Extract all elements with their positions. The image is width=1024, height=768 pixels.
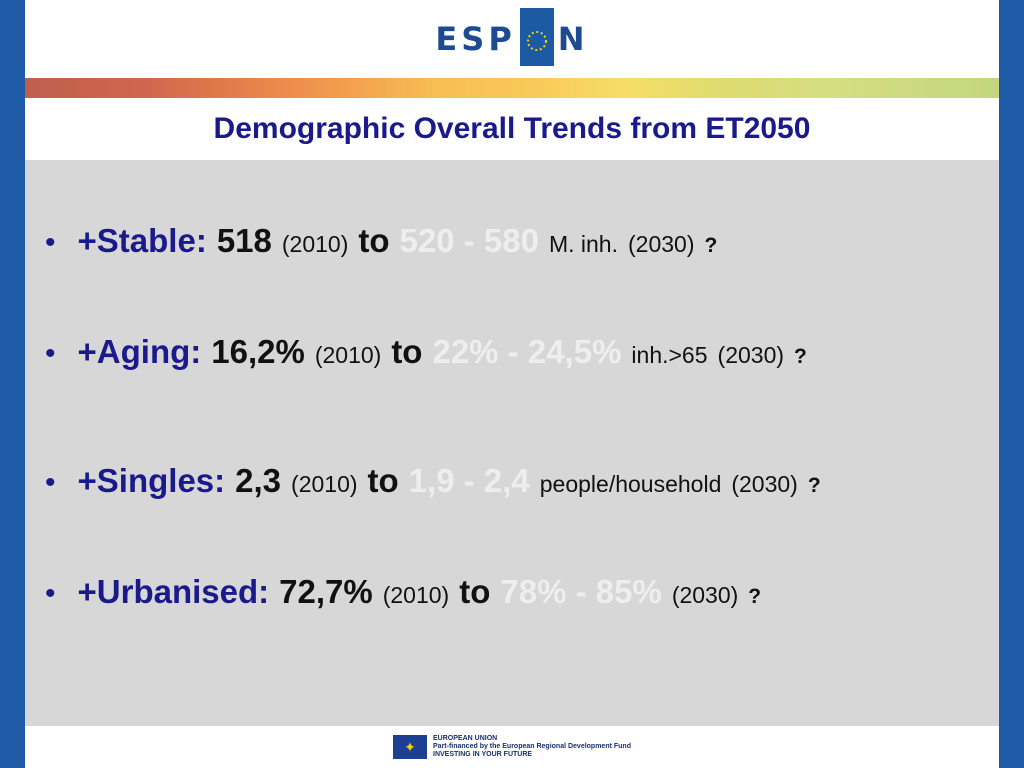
bullet-question: ? (748, 585, 762, 608)
eu-line-3: INVESTING IN YOUR FUTURE (433, 751, 533, 758)
bullet-to: to (367, 462, 399, 499)
bullet-year-to: (2030) (628, 231, 695, 257)
bullet-value: 2,3 (235, 462, 282, 499)
map-strip-decoration (25, 78, 999, 98)
bullet-value: 518 (216, 222, 272, 259)
bullet-label: +Urbanised: (77, 573, 270, 610)
bullet-label: +Aging: (77, 333, 202, 370)
eu-flag-icon: ✦ (393, 735, 428, 759)
bullet-dot: • (45, 337, 56, 370)
bullet-question: ? (704, 234, 718, 257)
bullet-question: ? (807, 474, 821, 497)
bullet-dot: • (45, 226, 56, 259)
bullet-dot: • (45, 466, 56, 499)
title-band: Demographic Overall Trends from ET2050 (25, 98, 999, 160)
footer: ✦ EUROPEAN UNION Part-financed by the Eu… (25, 726, 999, 768)
bullet-to: to (459, 573, 491, 610)
header: ESP N (25, 0, 999, 78)
bullet-value: 72,7% (279, 573, 373, 610)
bullet-urbanised: • +Urbanised: 72,7% (2010) to 78% - 85% … (45, 573, 985, 611)
eu-funding-notice: EUROPEAN UNION Part-financed by the Euro… (433, 735, 631, 759)
bullet-question: ? (794, 345, 807, 368)
bullet-label: +Stable: (77, 222, 207, 259)
slide-title: Demographic Overall Trends from ET2050 (213, 112, 811, 145)
bullet-label: +Singles: (77, 462, 226, 499)
eu-line-2: Part-financed by the European Regional D… (433, 743, 631, 750)
bullet-year-to: (2030) (731, 471, 798, 497)
bullet-unit: inh.>65 (631, 342, 708, 368)
bullet-year-to: (2030) (717, 342, 785, 368)
bullet-year-from: (2010) (382, 582, 450, 608)
bullet-year-to: (2030) (671, 582, 739, 608)
bullet-range: 1,9 - 2,4 (408, 462, 530, 499)
bullet-range: 22% - 24,5% (432, 333, 622, 370)
eu-line-1: EUROPEAN UNION (433, 735, 498, 742)
espon-logo: ESP N (435, 8, 589, 66)
bullet-year-from: (2010) (281, 231, 349, 257)
logo-circle-icon (519, 8, 554, 66)
bullet-value: 16,2% (211, 333, 305, 370)
content-area: • +Stable: 518 (2010) to 520 - 580 M. in… (25, 160, 999, 726)
bullet-aging: • +Aging: 16,2% (2010) to 22% - 24,5% in… (45, 333, 985, 371)
bullet-dot: • (45, 577, 56, 610)
bullet-unit: people/household (539, 471, 722, 497)
bullet-range: 78% - 85% (500, 573, 662, 610)
bullet-to: to (358, 222, 390, 259)
logo-text-left: ESP (435, 20, 516, 58)
bullet-unit: M. inh. (548, 231, 618, 257)
bullet-year-from: (2010) (291, 471, 358, 497)
bullet-range: 520 - 580 (399, 222, 539, 259)
bullet-singles: • +Singles: 2,3 (2010) to 1,9 - 2,4 peop… (45, 462, 985, 500)
slide: ESP N Demographic Overall Trends from ET… (25, 0, 999, 768)
bullet-year-from: (2010) (314, 342, 382, 368)
bullet-to: to (391, 333, 423, 370)
bullet-stable: • +Stable: 518 (2010) to 520 - 580 M. in… (45, 222, 985, 260)
logo-text-right: N (557, 20, 589, 58)
